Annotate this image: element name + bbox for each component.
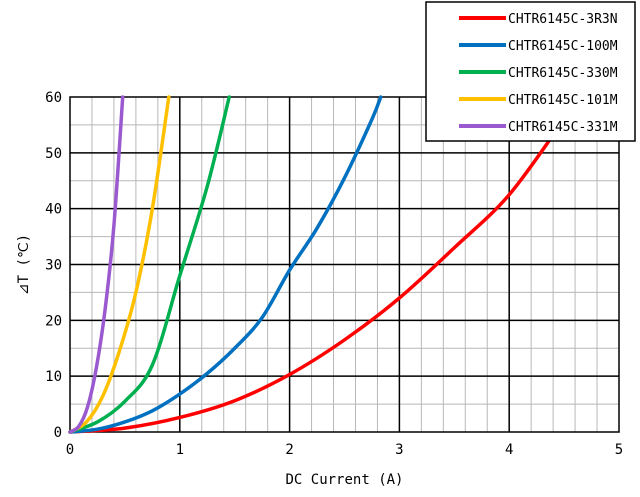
series-line-chtr6145c-331m: [68, 95, 125, 434]
x-tick-label: 4: [505, 442, 513, 458]
series-line-chtr6145c-3r3n: [68, 117, 566, 434]
y-tick-label: 60: [45, 90, 62, 106]
y-tick-label: 30: [45, 258, 62, 274]
y-axis-ticks: 0 10 20 30 40 50 60: [45, 90, 62, 441]
y-tick-label: 40: [45, 202, 62, 218]
plot-frame: [69, 96, 620, 433]
legend-label: CHTR6145C-3R3N: [508, 12, 618, 27]
legend: CHTR6145C-3R3N CHTR6145C-100M CHTR6145C-33…: [425, 1, 636, 142]
x-tick-label: 2: [285, 442, 293, 458]
legend-label: CHTR6145C-330M: [508, 66, 618, 81]
y-tick-label: 10: [45, 369, 62, 385]
y-tick-label: 50: [45, 146, 62, 162]
legend-label: CHTR6145C-331M: [508, 120, 618, 135]
major-grid: [70, 97, 619, 432]
y-tick-label: 0: [54, 425, 62, 441]
legend-label: CHTR6145C-101M: [508, 93, 618, 108]
series-line-chtr6145c-330m: [68, 95, 231, 434]
y-axis-label: ⊿T (℃): [16, 234, 32, 295]
x-tick-label: 5: [615, 442, 623, 458]
series-layer: [68, 95, 566, 434]
series-line-chtr6145c-100m: [68, 95, 383, 434]
series-line-chtr6145c-101m: [68, 95, 171, 434]
x-tick-label: 0: [66, 442, 74, 458]
x-axis-label: DC Current (A): [285, 472, 403, 488]
legend-label: CHTR6145C-100M: [508, 39, 618, 54]
x-axis-ticks: 0 1 2 3 4 5: [66, 442, 623, 458]
y-tick-label: 20: [45, 313, 62, 329]
x-tick-label: 3: [395, 442, 403, 458]
x-tick-label: 1: [176, 442, 184, 458]
